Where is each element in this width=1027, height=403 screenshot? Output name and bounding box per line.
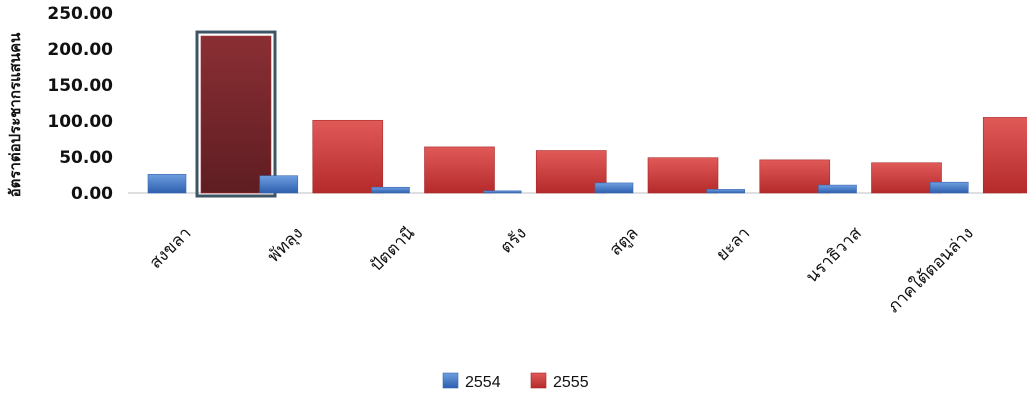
legend-label-2554: 2554 [465,374,501,391]
legend-label-2555: 2555 [553,374,589,391]
bar-2555-2 [424,146,495,194]
bar-2555-0 [200,35,272,194]
x-tick-label: นราธิวาส [802,223,866,287]
bar-2554-4 [594,182,634,194]
bar-2554-7 [929,181,969,194]
x-tick-label: ยะลา [712,223,754,265]
x-axis: สงขลา พัทลุง ปัตตานี ตรัง สตูล ยะลา นราธิวาส ภา… [146,223,978,317]
x-tick-label: สตูล [606,223,643,260]
bar-2555-1 [312,119,384,194]
legend-swatch-2554 [442,372,459,389]
y-tick-label: 50.00 [59,148,113,168]
bar-2554-2 [371,186,410,194]
y-tick-label: 100.00 [47,112,113,132]
legend: 2554 2555 [442,372,589,391]
bar-2554-1 [259,175,299,194]
x-tick-label: ตรัง [496,223,530,257]
bar-2555-4 [647,157,719,194]
selection-frame [195,30,277,198]
legend-swatch-2555 [530,372,547,389]
y-tick-label: 0.00 [71,184,113,204]
bar-2555-5 [759,159,831,194]
bar-2554-6 [818,184,857,194]
x-tick-label: ปัตตานี [367,223,420,276]
y-tick-label: 200.00 [47,40,113,60]
bar-2554-5 [706,189,746,194]
bar-2554-3 [482,190,522,194]
bar-2554-0 [147,173,187,194]
x-tick-label: ภาคใต้ตอนล่าง [883,223,977,317]
y-axis-label: อัตราต่อประชากรแสนคน [6,32,24,197]
bar-2555-3 [535,150,607,194]
x-tick-label: พัทลุง [264,223,307,266]
bar-2555-6 [871,162,942,194]
bar-2555-7 [982,117,1027,194]
bars [147,30,1027,198]
x-tick-label: สงขลา [146,223,196,273]
y-tick-label: 150.00 [47,76,113,96]
y-tick-label: 250.00 [47,4,113,24]
